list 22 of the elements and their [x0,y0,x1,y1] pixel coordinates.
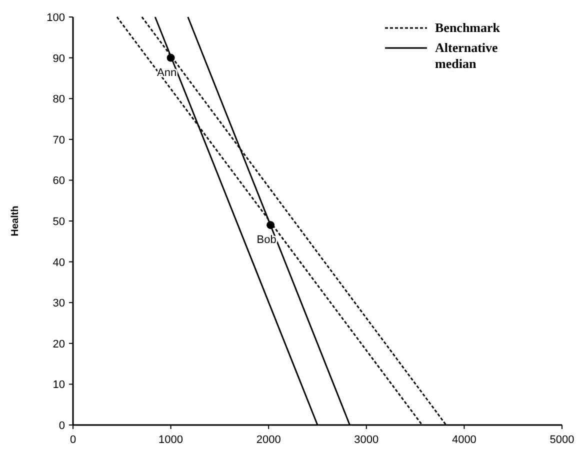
y-tick-label: 10 [52,379,65,392]
y-tick-label: 70 [52,134,65,146]
y-tick-label: 50 [52,216,65,228]
y-axis-title: Health [10,206,21,236]
annotation: Bob [256,234,276,246]
y-tick-label: 20 [52,338,65,350]
y-tick-label: 0 [58,420,65,432]
annotation: Ann [157,66,177,79]
legend-label: Alternative median [435,40,498,71]
x-tick-label: 2000 [256,434,281,446]
y-tick-label: 30 [52,298,65,310]
y-tick-label: 100 [46,12,65,24]
y-tick-label: 80 [52,94,65,106]
y-tick-label: 40 [52,256,65,269]
y-tick-label: 90 [52,52,65,65]
y-tick-label: 60 [52,175,65,188]
x-tick-label: 5000 [550,434,574,446]
legend-label: Benchmark [435,20,501,35]
x-tick-label: 4000 [452,434,476,446]
x-tick-label: 3000 [354,434,379,446]
x-tick-label: 1000 [158,434,184,446]
x-tick-label: 0 [70,434,76,446]
